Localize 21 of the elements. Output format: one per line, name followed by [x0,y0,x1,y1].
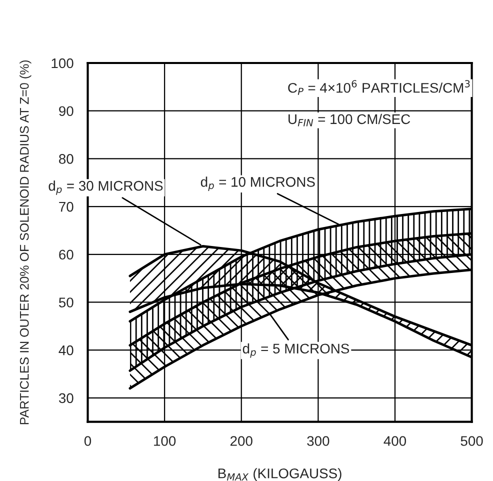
annotation: d$_{p}$ = 10 MICRONS [200,176,315,192]
y-tick-label: 40 [58,345,74,356]
x-tick-label: 400 [384,436,406,446]
x-tick-label: 100 [154,436,176,446]
y-tick-label: 70 [59,202,74,212]
x-tick-label: 300 [307,436,330,446]
y-tick-label: 30 [58,393,74,404]
y-tick-label: 100 [52,58,74,68]
y-tick-label: 90 [59,106,74,116]
annotation: U$_{FIN}$ = 100 CM/SEC [288,114,410,126]
x-tick-label: 0 [84,436,92,446]
y-tick-label: 80 [59,154,74,164]
y-tick-label: 60 [59,250,74,260]
annotation: d$_{p}$ = 5 MICRONS [242,343,350,358]
y-axis-title: PARTICLES IN OUTER 20% OF SOLENOID RADIUS AT Z=0 (%) [20,60,32,424]
annotation: d$_{p}$ = 30 MICRONS [48,180,163,195]
x-axis-title: B$_{MAX}$ (KILOGAUSS) [218,468,342,481]
y-tick-label: 50 [58,298,74,308]
annotation: C$_{P}$ = 4×10$^{6}$ PARTICLES/CM$^{3}$ [288,80,470,95]
x-tick-label: 500 [460,436,483,446]
x-tick-label: 200 [230,436,252,446]
